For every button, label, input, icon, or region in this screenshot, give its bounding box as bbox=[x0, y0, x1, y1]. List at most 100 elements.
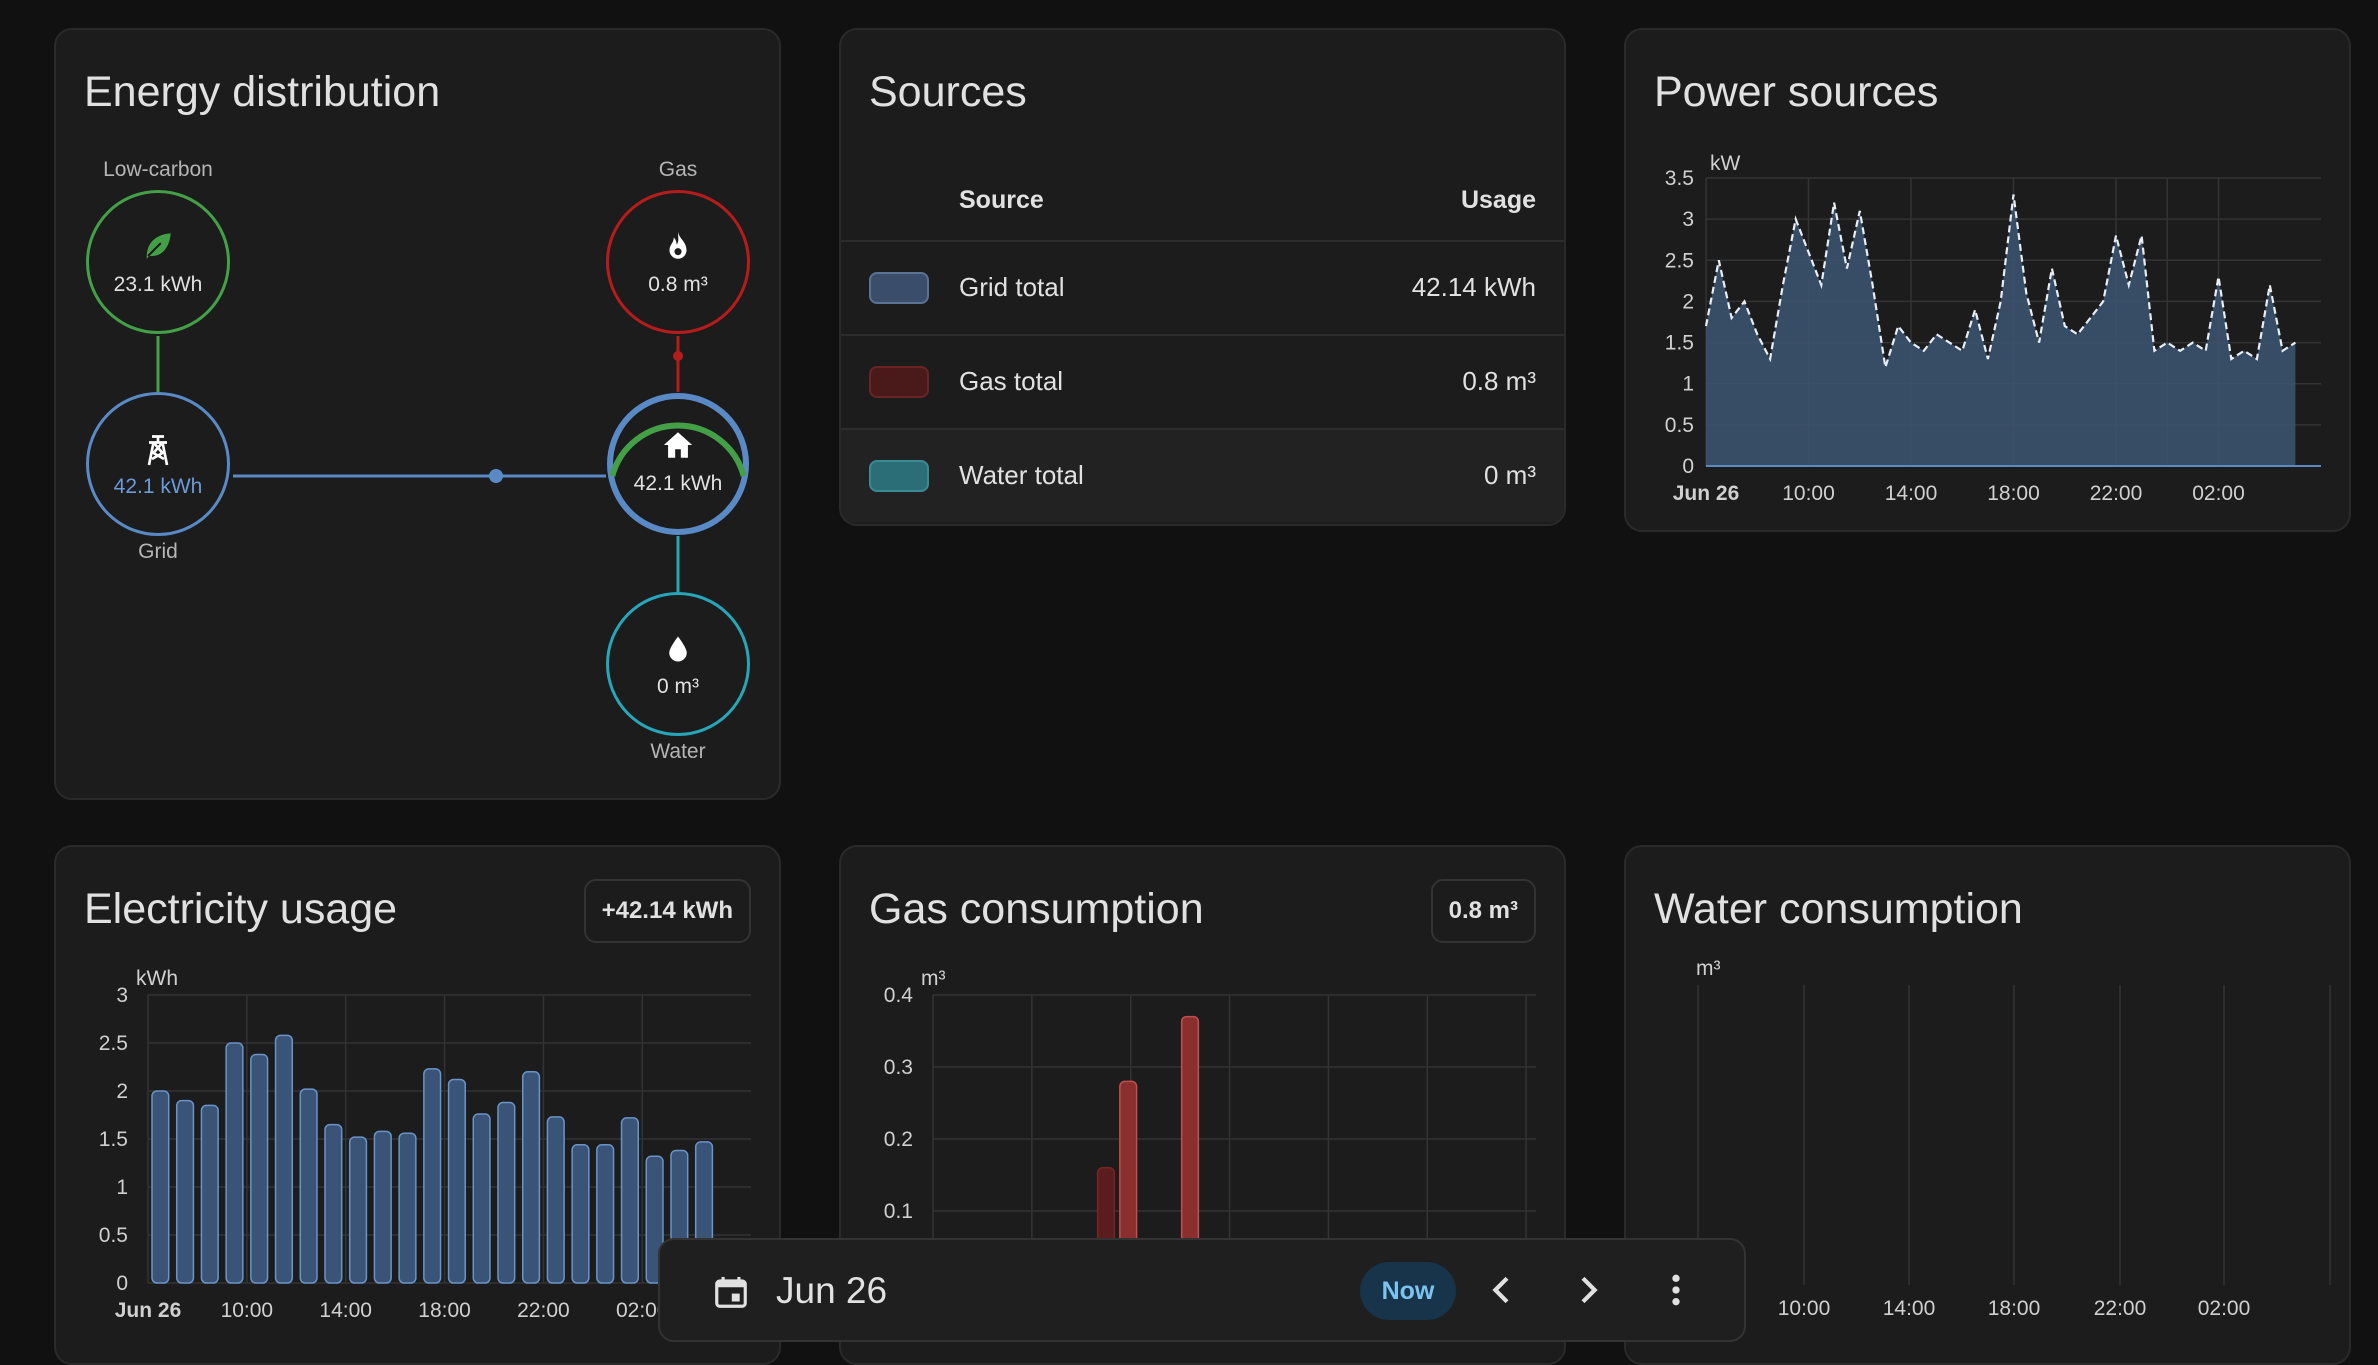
x-tick-label: 10:00 bbox=[1782, 482, 1835, 505]
card-title: Electricity usage bbox=[84, 885, 398, 933]
power-sources-card: Power sources kW 0 0.5 1 1.5 2 2.5 3 3.5 Jun 26 1… bbox=[1624, 28, 2351, 532]
electricity-bar bbox=[250, 1053, 269, 1284]
gas-total-swatch bbox=[869, 366, 929, 398]
gas-value: 0.8 m³ bbox=[648, 273, 708, 296]
source-value: 0.8 m³ bbox=[1462, 366, 1536, 396]
y-tick-label: 2 bbox=[1682, 290, 1694, 313]
y-tick-label: 0.5 bbox=[99, 1224, 128, 1247]
electricity-bar bbox=[447, 1078, 467, 1284]
x-tick-label: 14:00 bbox=[1885, 482, 1938, 505]
electricity-bar bbox=[373, 1130, 392, 1284]
chevron-left-icon[interactable] bbox=[1482, 1270, 1522, 1315]
source-name: Grid total bbox=[959, 272, 1065, 302]
date-label[interactable]: Jun 26 bbox=[776, 1270, 888, 1311]
power-sources-chart: kW 0 0.5 1 1.5 2 2.5 3 3.5 Jun 26 10:00 14:00 18:00… bbox=[1665, 152, 2321, 505]
sources-card: Sources Source Usage Grid total 42.14 kW… bbox=[839, 28, 1566, 526]
electricity-bar bbox=[423, 1068, 442, 1284]
card-title: Energy distribution bbox=[84, 68, 441, 116]
energy-flow-lines bbox=[156, 336, 683, 592]
grid-total-swatch bbox=[869, 272, 929, 304]
x-tick-label: 22:00 bbox=[2094, 1297, 2147, 1320]
y-unit-label: kW bbox=[1710, 152, 1741, 175]
grid-label: Grid bbox=[138, 540, 178, 563]
table-row: Water total 0 m³ bbox=[841, 428, 1564, 522]
gas-node[interactable]: 0.8 m³ bbox=[606, 190, 750, 334]
y-tick-label: 0.4 bbox=[884, 984, 914, 1007]
now-button[interactable]: Now bbox=[1360, 1262, 1456, 1320]
y-tick-label: 3 bbox=[116, 984, 128, 1007]
card-title: Power sources bbox=[1654, 68, 1939, 116]
home-icon bbox=[606, 428, 750, 467]
y-tick-label: 0 bbox=[116, 1272, 128, 1295]
y-tick-label: 3.5 bbox=[1665, 167, 1694, 190]
electricity-bar bbox=[225, 1042, 244, 1284]
total-badge: +42.14 kWh bbox=[583, 879, 751, 943]
x-tick-label: 02:00 bbox=[616, 1299, 669, 1322]
x-tick-label: 02:00 bbox=[2192, 482, 2245, 505]
grid-value: 42.1 kWh bbox=[113, 475, 203, 498]
electricity-bar bbox=[596, 1144, 615, 1284]
water-drop-icon bbox=[609, 631, 747, 672]
power-series-line bbox=[1704, 194, 2296, 368]
electricity-bar bbox=[151, 1090, 170, 1284]
low-carbon-value: 23.1 kWh bbox=[113, 273, 203, 296]
x-tick-label: 14:00 bbox=[1883, 1297, 1936, 1320]
y-tick-label: 0.5 bbox=[1665, 414, 1694, 437]
water-value: 0 m³ bbox=[657, 675, 699, 698]
low-carbon-node[interactable]: 23.1 kWh bbox=[86, 190, 230, 334]
water-label: Water bbox=[650, 740, 706, 763]
y-tick-label: 3 bbox=[1682, 208, 1694, 231]
x-tick-label: 10:00 bbox=[221, 1299, 274, 1322]
calendar-icon[interactable] bbox=[712, 1272, 750, 1317]
fire-icon bbox=[609, 229, 747, 268]
water-node[interactable]: 0 m³ bbox=[606, 592, 750, 736]
gas-label: Gas bbox=[658, 158, 698, 181]
source-value: 42.14 kWh bbox=[1411, 272, 1536, 302]
x-tick-label: 22:00 bbox=[2090, 482, 2143, 505]
transmission-tower-icon bbox=[89, 431, 227, 474]
y-tick-label: 2.5 bbox=[1665, 249, 1694, 272]
usage-column-header: Usage bbox=[1460, 186, 1536, 214]
x-tick-label: 18:00 bbox=[1987, 482, 2040, 505]
x-tick-label: 18:00 bbox=[1988, 1297, 2041, 1320]
table-row: Gas total 0.8 m³ bbox=[841, 334, 1564, 428]
y-tick-label: 0.1 bbox=[884, 1200, 913, 1223]
leaf-icon bbox=[89, 229, 227, 268]
low-carbon-label: Low-carbon bbox=[103, 158, 213, 181]
electricity-bar bbox=[497, 1101, 516, 1284]
electricity-bar bbox=[521, 1071, 541, 1284]
water-consumption-chart: m³ 10:00 14:00 18:00 22:00 02:00 bbox=[1696, 957, 2331, 1320]
electricity-bar bbox=[620, 1117, 640, 1284]
source-column-header: Source bbox=[959, 186, 1044, 214]
grid-node[interactable]: 42.1 kWh bbox=[86, 392, 230, 536]
electricity-bar bbox=[398, 1132, 417, 1284]
home-value: 42.1 kWh bbox=[633, 472, 723, 495]
x-tick-label: 18:00 bbox=[418, 1299, 471, 1322]
home-node[interactable]: 42.1 kWh bbox=[606, 392, 750, 536]
electricity-bar bbox=[299, 1088, 318, 1284]
date-picker-bar: Jun 26 Now bbox=[658, 1238, 1746, 1342]
more-vertical-icon[interactable] bbox=[1656, 1270, 1696, 1315]
electricity-bar bbox=[348, 1136, 368, 1284]
x-tick-label: 14:00 bbox=[319, 1299, 372, 1322]
x-tick-label: Jun 26 bbox=[1673, 482, 1740, 505]
total-badge: 0.8 m³ bbox=[1430, 879, 1536, 943]
chevron-right-icon[interactable] bbox=[1568, 1270, 1608, 1315]
x-tick-label: 10:00 bbox=[1778, 1297, 1831, 1320]
electricity-bar bbox=[200, 1104, 219, 1284]
y-tick-label: 1.5 bbox=[99, 1128, 128, 1151]
home-ring bbox=[607, 393, 749, 535]
card-title: Gas consumption bbox=[869, 885, 1204, 933]
y-tick-label: 2 bbox=[116, 1080, 128, 1103]
y-tick-label: 1 bbox=[1682, 373, 1694, 396]
gas-consumption-chart: m³ 0.1 0.2 0.3 0.4 bbox=[884, 967, 1536, 1284]
source-name: Gas total bbox=[959, 366, 1064, 396]
power-area bbox=[1706, 194, 2296, 466]
table-row: Grid total 42.14 kWh bbox=[841, 240, 1564, 334]
y-unit-label: m³ bbox=[1696, 957, 1721, 980]
y-tick-label: 1.5 bbox=[1665, 332, 1694, 355]
y-tick-label: 0.2 bbox=[884, 1128, 913, 1151]
electricity-bar bbox=[571, 1144, 590, 1284]
card-title: Sources bbox=[869, 68, 1027, 116]
water-total-swatch bbox=[869, 460, 929, 492]
